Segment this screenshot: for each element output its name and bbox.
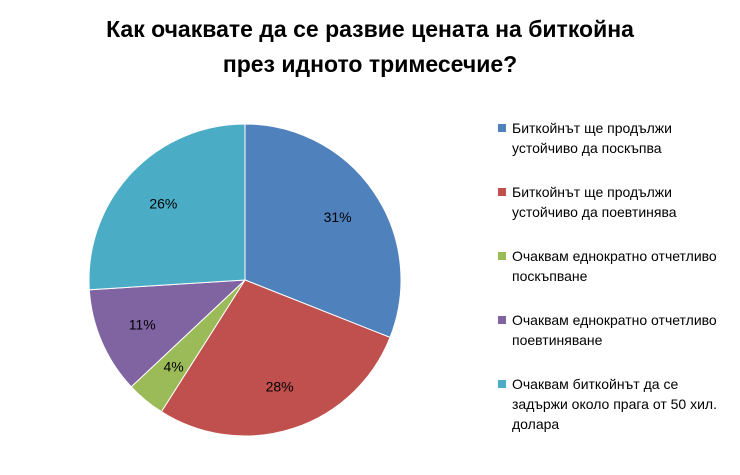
legend-label: Биткойнът ще продължи устойчиво да поскъ… bbox=[512, 120, 672, 156]
pie-slice bbox=[160, 279, 391, 437]
pie-slice bbox=[244, 123, 402, 339]
legend-label: Очаквам еднократно отчетливо поскъпване bbox=[512, 248, 717, 284]
pie-slice bbox=[88, 123, 246, 291]
chart-title-line-1: Как очаквате да се развие цената на битк… bbox=[106, 16, 634, 42]
legend-label: Очаквам биткойнът да се задържи около пр… bbox=[512, 376, 717, 432]
chart-title-line-2: през идното тримесечие? bbox=[222, 51, 518, 77]
legend-item: Очаквам еднократно отчетливо поевтиняван… bbox=[498, 310, 733, 350]
legend-item: Биткойнът ще продължи устойчиво да поевт… bbox=[498, 182, 733, 222]
legend-label: Биткойнът ще продължи устойчиво да поевт… bbox=[512, 184, 677, 220]
legend-item: Биткойнът ще продължи устойчиво да поскъ… bbox=[498, 118, 733, 158]
pie-slice bbox=[88, 279, 247, 388]
legend-swatch bbox=[498, 380, 506, 388]
legend: Биткойнът ще продължи устойчиво да поскъ… bbox=[498, 118, 733, 434]
legend-item: Очаквам еднократно отчетливо поскъпване bbox=[498, 246, 733, 286]
legend-swatch bbox=[498, 188, 506, 196]
legend-swatch bbox=[498, 316, 506, 324]
legend-item: Очаквам биткойнът да се задържи около пр… bbox=[498, 374, 733, 434]
data-label: 31% bbox=[324, 209, 352, 225]
chart-title: Как очаквате да се развие цената на битк… bbox=[0, 12, 740, 82]
legend-swatch bbox=[498, 252, 506, 260]
data-label: 11% bbox=[129, 316, 156, 332]
legend-label: Очаквам еднократно отчетливо поевтиняван… bbox=[512, 312, 717, 348]
data-label: 4% bbox=[163, 358, 183, 374]
legend-swatch bbox=[498, 124, 506, 132]
data-label: 28% bbox=[266, 379, 294, 395]
data-label: 26% bbox=[149, 195, 177, 211]
